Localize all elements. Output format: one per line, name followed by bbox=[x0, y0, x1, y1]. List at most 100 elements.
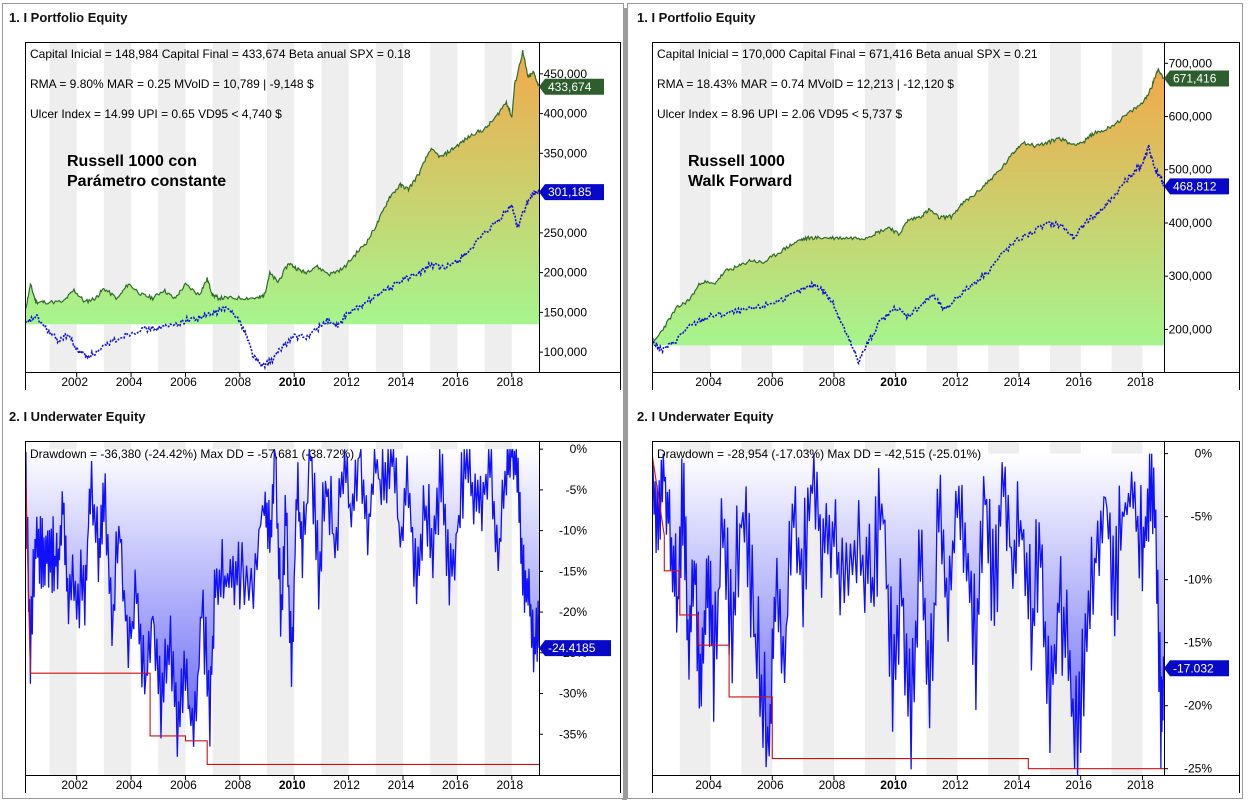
x-tick-label: 2010 bbox=[880, 778, 907, 792]
benchmark-last-value-tag: 301,185 bbox=[548, 185, 592, 199]
x-tick-label: 2004 bbox=[695, 778, 722, 792]
x-tick-label: 2006 bbox=[757, 375, 784, 389]
y-tick-label: 0% bbox=[1195, 447, 1213, 461]
equity-last-value-tag-bg bbox=[539, 78, 604, 95]
stats-line: RMA = 9.80% MAR = 0.25 MVolD = 10,789 | … bbox=[30, 77, 314, 91]
x-tick-label: 2016 bbox=[1065, 778, 1092, 792]
x-tick-label: 2012 bbox=[333, 778, 360, 792]
x-tick-label: 2004 bbox=[116, 778, 143, 792]
y-tick-label: 200,000 bbox=[544, 266, 588, 280]
chart-outline bbox=[652, 441, 1240, 793]
plot-area bbox=[25, 448, 539, 765]
x-tick-label: 2018 bbox=[496, 778, 523, 792]
max-drawdown-line bbox=[25, 449, 539, 765]
y-tick-label: 250,000 bbox=[544, 226, 588, 240]
x-tick-label: 2008 bbox=[819, 375, 846, 389]
plot-area bbox=[652, 67, 1164, 366]
x-tick-label: 2002 bbox=[61, 375, 88, 389]
equity-pane-title: 1. I Portfolio Equity bbox=[637, 10, 756, 25]
right-underwater-chart[interactable]: 0% -5% -10% -15% -20% -25% 2004 2006 2008 2010 201… bbox=[652, 441, 1240, 793]
x-tick-label: 2012 bbox=[942, 375, 969, 389]
y-tick-label: 150,000 bbox=[544, 305, 588, 319]
chart-annotation: Parámetro constante bbox=[67, 173, 226, 190]
x-tick-label: 2016 bbox=[442, 778, 469, 792]
x-tick-label: 2018 bbox=[1127, 778, 1154, 792]
x-tick-label: 2010 bbox=[279, 778, 306, 792]
x-tick-label: 2006 bbox=[170, 778, 197, 792]
x-tick-label: 2008 bbox=[819, 778, 846, 792]
chart-outline bbox=[652, 42, 1240, 390]
y-tick-label: 600,000 bbox=[1169, 110, 1213, 124]
plot-area bbox=[652, 453, 1164, 775]
x-tick-label: 2004 bbox=[695, 375, 722, 389]
drawdown-last-value-tag-bg bbox=[539, 640, 611, 657]
y-tick-label: -20% bbox=[1184, 699, 1212, 713]
right-chart-window: 1. I Portfolio Equity 2. I Underwater Eq… bbox=[627, 3, 1243, 799]
y-tick-label: 350,000 bbox=[544, 146, 588, 160]
x-tick-label: 2014 bbox=[388, 375, 415, 389]
equity-last-value-tag: 671,416 bbox=[1173, 72, 1217, 86]
underwater-pane-title: 2. I Underwater Equity bbox=[637, 409, 774, 424]
stats-line: Capital Inicial = 170,000 Capital Final … bbox=[657, 47, 1038, 61]
y-tick-label: 400,000 bbox=[1169, 216, 1213, 230]
benchmark-last-value-tag-bg bbox=[539, 184, 604, 201]
drawdown-line bbox=[25, 448, 539, 757]
x-tick-label: 2006 bbox=[170, 375, 197, 389]
equity-area bbox=[25, 50, 539, 325]
x-tick-label: 2014 bbox=[388, 778, 415, 792]
y-tick-label: 450,000 bbox=[544, 67, 588, 81]
drawdown-stats: Drawdown = -28,954 (-17.03%) Max DD = -4… bbox=[657, 447, 981, 461]
drawdown-last-value-tag: -17.032 bbox=[1173, 661, 1214, 675]
right-equity-chart[interactable]: 200,000 300,000 400,000 500,000 600,000 700,0… bbox=[652, 42, 1240, 390]
left-equity-chart[interactable]: 100,000150,000200,000250,000300,000350,0… bbox=[25, 42, 621, 390]
stats-line: Ulcer Index = 14.99 UPI = 0.65 VD95 < 4,… bbox=[30, 107, 282, 121]
x-tick-label: 2018 bbox=[1127, 375, 1154, 389]
y-tick-label: -5% bbox=[1191, 510, 1213, 524]
drawdown-area bbox=[652, 453, 1164, 775]
y-tick-label: 100,000 bbox=[544, 345, 588, 359]
x-tick-label: 2014 bbox=[1004, 778, 1031, 792]
benchmark-last-value-tag: 468,812 bbox=[1173, 179, 1217, 193]
equity-area bbox=[652, 68, 1164, 347]
x-tick-label: 2018 bbox=[496, 375, 523, 389]
drawdown-line bbox=[652, 453, 1164, 775]
y-tick-label: -10% bbox=[559, 524, 587, 538]
y-tick-label: -15% bbox=[559, 564, 587, 578]
benchmark-line bbox=[25, 188, 539, 371]
panel-divider bbox=[622, 8, 627, 800]
x-tick-label: 2012 bbox=[942, 778, 969, 792]
y-tick-label: 200,000 bbox=[1169, 322, 1213, 336]
equity-last-value-tag: 433,674 bbox=[548, 80, 592, 94]
stats-line: Capital Inicial = 148,984 Capital Final … bbox=[30, 47, 411, 61]
stats-line: Ulcer Index = 8.96 UPI = 2.06 VD95 < 5,7… bbox=[657, 107, 902, 121]
y-tick-label: 700,000 bbox=[1169, 56, 1213, 70]
plot-area bbox=[25, 50, 539, 371]
chart-annotation: Walk Forward bbox=[688, 173, 792, 190]
y-tick-label: -30% bbox=[559, 687, 587, 701]
drawdown-area bbox=[25, 449, 539, 757]
equity-pane-title: 1. I Portfolio Equity bbox=[9, 10, 128, 25]
drawdown-stats: Drawdown = -36,380 (-24.42%) Max DD = -5… bbox=[30, 447, 354, 461]
drawdown-last-value-tag: -24.4185 bbox=[548, 641, 596, 655]
x-tick-label: 2002 bbox=[61, 778, 88, 792]
chart-annotation: Russell 1000 con bbox=[67, 153, 197, 170]
left-underwater-chart[interactable]: 0%-5%-10%-15%-20%-25%-30%-35%20022004200… bbox=[25, 441, 621, 793]
y-tick-label: -25% bbox=[1184, 762, 1212, 776]
y-tick-label: 500,000 bbox=[1169, 163, 1213, 177]
y-tick-label: -10% bbox=[1184, 573, 1212, 587]
chart-outline bbox=[25, 441, 621, 793]
equity-last-value-tag-bg bbox=[1164, 70, 1229, 87]
x-tick-label: 2010 bbox=[279, 375, 306, 389]
x-tick-label: 2014 bbox=[1004, 375, 1031, 389]
underwater-pane-title: 2. I Underwater Equity bbox=[9, 409, 146, 424]
drawdown-last-value-tag-bg bbox=[1164, 660, 1229, 677]
chart-annotation: Russell 1000 bbox=[688, 153, 785, 170]
y-tick-label: -35% bbox=[559, 727, 587, 741]
left-chart-window: 1. I Portfolio Equity 2. I Underwater Eq… bbox=[2, 3, 624, 799]
y-tick-label: -15% bbox=[1184, 636, 1212, 650]
y-tick-label: -20% bbox=[559, 605, 587, 619]
benchmark-last-value-tag-bg bbox=[1164, 178, 1229, 195]
x-tick-label: 2004 bbox=[116, 375, 143, 389]
x-tick-label: 2006 bbox=[757, 778, 784, 792]
x-tick-label: 2016 bbox=[1065, 375, 1092, 389]
